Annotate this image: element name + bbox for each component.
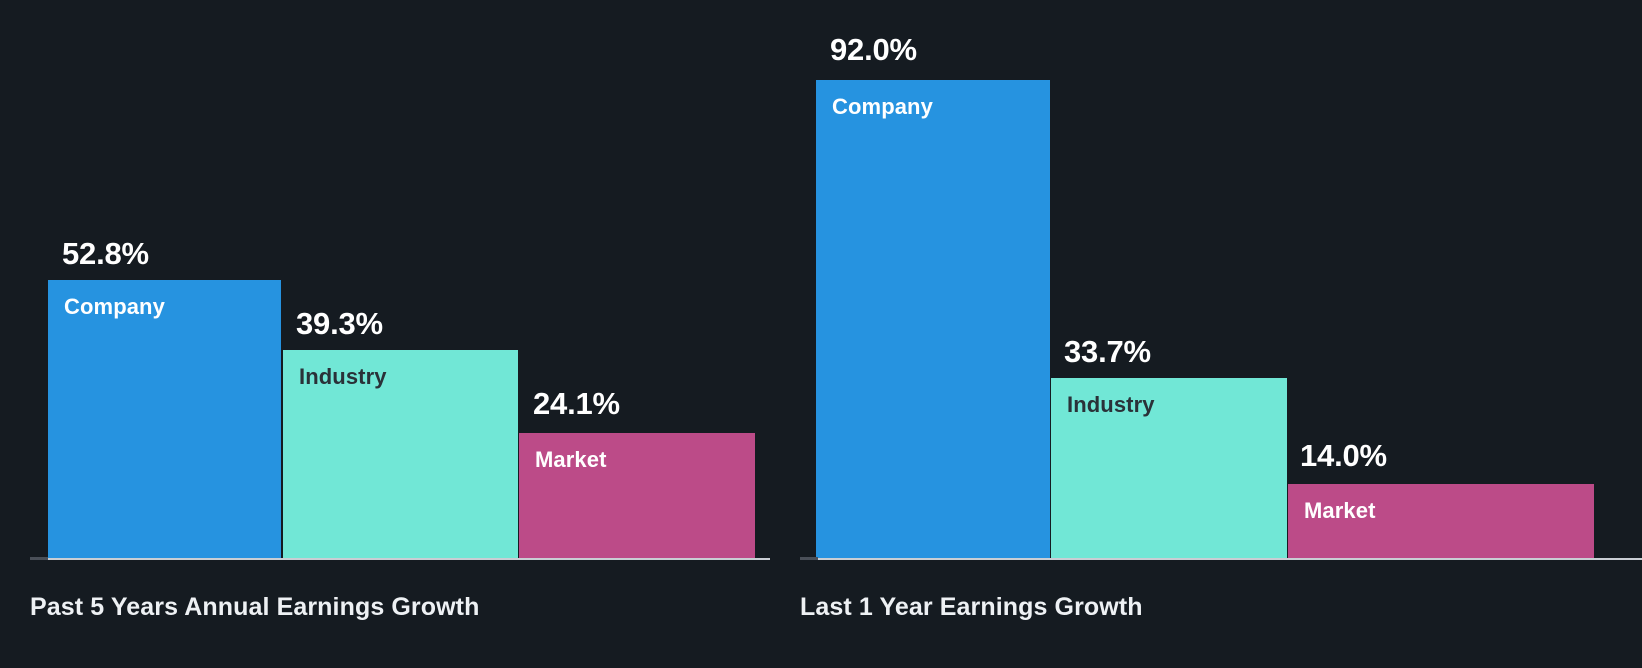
bar-industry[interactable]: Industry xyxy=(283,350,518,558)
bar-industry[interactable]: Industry xyxy=(1051,378,1287,558)
bar-value-company: 52.8% xyxy=(62,236,149,271)
axis-origin-tick xyxy=(30,557,48,560)
bar-label-industry: Industry xyxy=(1067,392,1155,417)
bar-label-company: Company xyxy=(832,94,933,119)
bar-label-industry: Industry xyxy=(299,364,387,389)
baseline-axis xyxy=(818,558,1642,560)
bar-value-market: 24.1% xyxy=(533,386,620,421)
bar-value-company: 92.0% xyxy=(830,32,917,67)
bar-value-industry: 33.7% xyxy=(1064,334,1151,369)
bar-label-market: Market xyxy=(1304,498,1376,523)
bar-value-market: 14.0% xyxy=(1300,438,1387,473)
bar-label-market: Market xyxy=(535,447,607,472)
bar-market[interactable]: Market xyxy=(519,433,755,558)
chart-title-past-5-years: Past 5 Years Annual Earnings Growth xyxy=(30,593,480,621)
bar-company[interactable]: Company xyxy=(816,80,1050,558)
plot-area-last-1-year: 92.0% Company 33.7% Industry 14.0% Marke… xyxy=(772,0,1642,560)
bar-market[interactable]: Market xyxy=(1288,484,1594,558)
chart-panel-past-5-years: 52.8% Company 39.3% Industry 24.1% Marke… xyxy=(0,0,790,668)
baseline-axis xyxy=(48,558,770,560)
axis-origin-tick xyxy=(800,557,818,560)
bar-value-industry: 39.3% xyxy=(296,306,383,341)
bar-company[interactable]: Company xyxy=(48,280,281,558)
bar-label-company: Company xyxy=(64,294,165,319)
chart-panel-last-1-year: 92.0% Company 33.7% Industry 14.0% Marke… xyxy=(772,0,1642,668)
chart-title-last-1-year: Last 1 Year Earnings Growth xyxy=(800,593,1143,621)
plot-area-past-5-years: 52.8% Company 39.3% Industry 24.1% Marke… xyxy=(0,0,790,560)
